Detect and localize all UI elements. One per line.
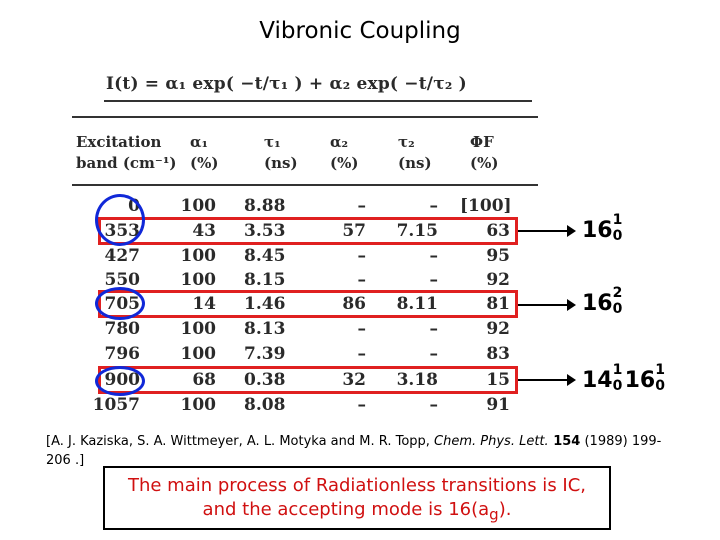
cell-phi: 95 [486,246,510,266]
header-tau1: τ₁ (ns) [264,133,298,172]
cell-tau1: 8.08 [244,395,286,415]
cell-band: 550 [104,270,141,290]
arrow-to-14-16 [518,374,576,386]
cell-tau2: – [429,270,439,290]
cell-tau1: 1.46 [244,294,286,314]
decay-formula: I(t) = α₁ exp( −t/τ₁ ) + α₂ exp( −t/τ₂ ) [106,74,467,94]
cell-tau1: 0.38 [244,370,286,390]
cell-phi: 63 [486,221,510,241]
cell-alpha2: 86 [342,294,366,314]
cell-tau1: 7.39 [244,344,286,364]
header-band: Excitation band (cm⁻¹) [76,133,177,172]
cell-phi: 92 [486,270,510,290]
header-phi: ΦF (%) [470,133,499,172]
cell-phi: 83 [486,344,510,364]
arrow-to-16-2-0 [518,299,576,311]
circle-band-900 [95,366,145,396]
cell-phi: 15 [486,370,510,390]
cell-tau2: – [429,319,439,339]
cell-alpha1: 100 [180,196,217,216]
cell-alpha1: 100 [180,246,217,266]
header-rule [72,184,538,186]
cell-alpha1: 100 [180,395,217,415]
cell-tau2: – [429,246,439,266]
cell-alpha1: 14 [192,294,216,314]
cell-alpha2: – [357,395,367,415]
cell-alpha2: – [357,344,367,364]
circle-band-705 [95,287,145,320]
label-mode-16-2-0: 16 2 0 [582,285,623,317]
cell-phi: 92 [486,319,510,339]
citation: [A. J. Kaziska, S. A. Wittmeyer, A. L. M… [46,434,662,468]
cell-alpha1: 100 [180,344,217,364]
arrow-to-16-1-0 [518,225,576,237]
cell-band: 796 [104,344,141,364]
cell-band: 427 [104,246,141,266]
highlight-box-705 [98,290,518,318]
cell-tau1: 8.13 [244,319,286,339]
cell-tau2: – [429,196,439,216]
label-mode-16-1-0: 16 1 0 [582,212,623,244]
highlight-box-353 [98,217,518,245]
header-alpha1: α₁ (%) [190,133,219,172]
slide-title: Vibronic Coupling [259,18,461,44]
cell-alpha1: 43 [192,221,216,241]
cell-tau2: 8.11 [396,294,438,314]
cell-phi: 81 [486,294,510,314]
cell-alpha2: 57 [342,221,366,241]
label-mode-14-16: 14 1 0 16 1 0 [582,362,665,394]
cell-alpha2: – [357,246,367,266]
conclusion-box: The main process of Radiationless transi… [103,466,611,530]
cell-alpha2: – [357,319,367,339]
cell-alpha2: – [357,270,367,290]
cell-alpha2: 32 [342,370,366,390]
cell-alpha2: – [357,196,367,216]
highlight-box-900 [98,366,518,394]
cell-phi: 91 [486,395,510,415]
cell-tau2: 3.18 [396,370,438,390]
cell-band: 780 [104,319,141,339]
cell-tau2: – [429,344,439,364]
header-tau2: τ₂ (ns) [398,133,432,172]
cell-tau1: 8.88 [244,196,286,216]
cell-alpha1: 68 [192,370,216,390]
cell-tau1: 3.53 [244,221,286,241]
formula-rule [104,100,532,102]
cell-phi: [100] [460,196,512,216]
cell-alpha1: 100 [180,270,217,290]
cell-band: 1057 [92,395,140,415]
conclusion-line1: The main process of Radiationless transi… [127,475,587,496]
cell-tau2: – [429,395,439,415]
cell-tau1: 8.15 [244,270,286,290]
header-alpha2: α₂ (%) [330,133,359,172]
circle-band-353 [95,194,145,246]
cell-tau1: 8.45 [244,246,286,266]
cell-tau2: 7.15 [396,221,438,241]
conclusion-line2: and the accepting mode is 16(ag). [202,499,512,524]
table-top-rule [72,116,538,118]
cell-alpha1: 100 [180,319,217,339]
